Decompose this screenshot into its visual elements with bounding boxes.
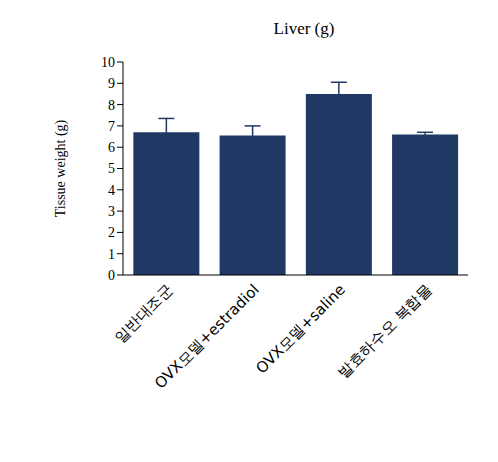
svg-text:3: 3 bbox=[108, 204, 115, 219]
svg-text:5: 5 bbox=[108, 161, 115, 176]
svg-text:0: 0 bbox=[108, 268, 115, 283]
svg-text:8: 8 bbox=[108, 98, 115, 113]
svg-text:10: 10 bbox=[101, 55, 115, 70]
svg-text:Tissue weight (g): Tissue weight (g) bbox=[53, 119, 69, 217]
svg-text:7: 7 bbox=[108, 119, 115, 134]
svg-text:2: 2 bbox=[108, 225, 115, 240]
svg-text:OVX모델+estradiol: OVX모델+estradiol bbox=[151, 281, 263, 393]
html-text:Liver (g): Liver (g) bbox=[273, 19, 335, 38]
svg-text:발효하수오 복합물: 발효하수오 복합물 bbox=[334, 281, 435, 382]
svg-text:6: 6 bbox=[108, 140, 115, 155]
svg-text:9: 9 bbox=[108, 76, 115, 91]
svg-text:OVX모델+saline: OVX모델+saline bbox=[252, 281, 349, 378]
svg-text:4: 4 bbox=[108, 183, 115, 198]
svg-text:1: 1 bbox=[108, 247, 115, 262]
svg-text:일반대조군: 일반대조군 bbox=[111, 281, 177, 347]
